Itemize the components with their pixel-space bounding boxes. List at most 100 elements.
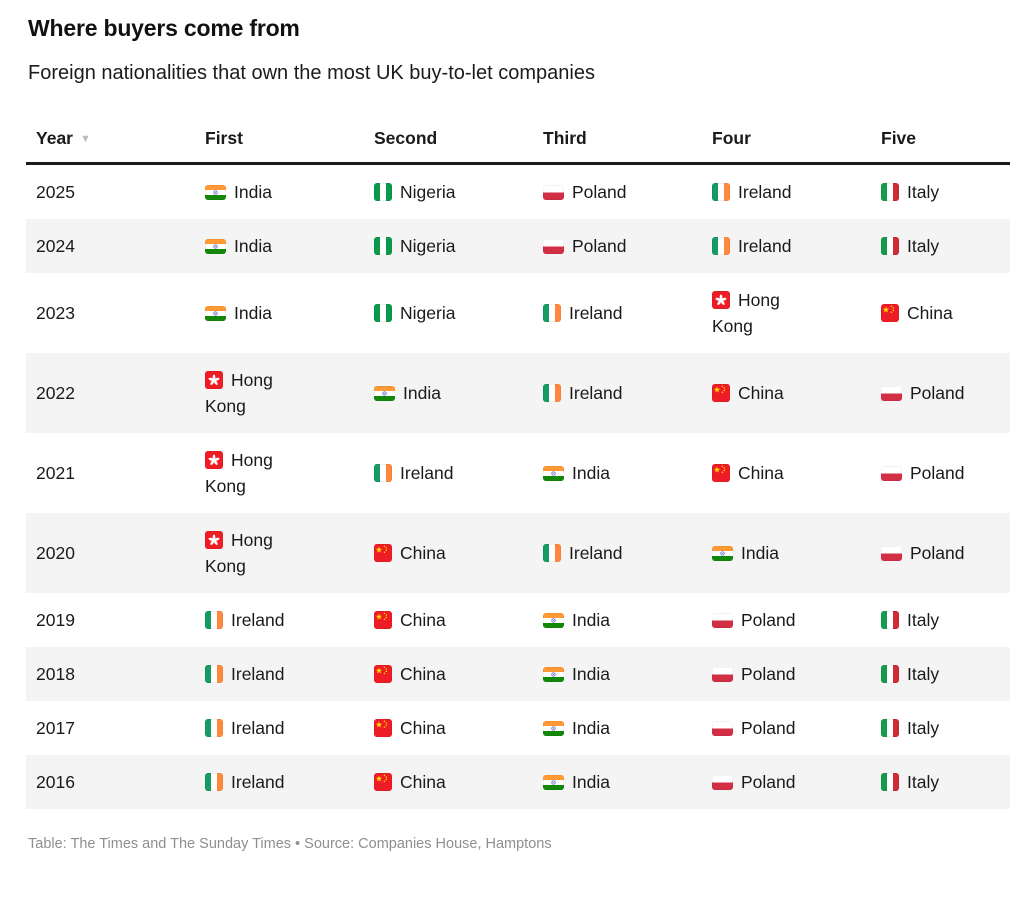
rank-cell: Ireland (702, 163, 871, 219)
rank-cell: Nigeria (364, 219, 533, 273)
ireland-flag-icon (543, 543, 561, 562)
rank-cell: Poland (702, 755, 871, 809)
rank-cell: Ireland (195, 593, 364, 647)
country-entry: Poland (712, 769, 796, 795)
year-cell: 2020 (36, 542, 75, 563)
rank-cell: Ireland (533, 513, 702, 593)
rank-cell: Poland (871, 433, 1010, 513)
column-header-label: Third (543, 127, 587, 148)
rank-cell: Italy (871, 219, 1010, 273)
table-body: 2025 India Nigeria Poland Ireland Italy 2024 In… (26, 163, 1010, 809)
india-flag-icon (205, 305, 226, 321)
chart-subtitle: Foreign nationalities that own the most … (28, 61, 595, 84)
rank-cell: Hong Kong (195, 433, 364, 513)
hong-kong-flag-icon (205, 370, 223, 389)
column-header-first[interactable]: First (195, 127, 364, 165)
rank-cell: Poland (702, 593, 871, 647)
rank-cell: Hong Kong (702, 273, 871, 353)
rank-cell: China (871, 273, 1010, 353)
rank-cell: China (364, 755, 533, 809)
rank-cell: India (195, 219, 364, 273)
ireland-flag-icon (205, 610, 223, 629)
rank-cell: Italy (871, 593, 1010, 647)
india-flag-icon (543, 612, 564, 628)
poland-flag-icon (881, 465, 902, 481)
poland-flag-icon (881, 545, 902, 561)
country-entry: India (543, 715, 610, 741)
country-entry: Hong Kong (205, 529, 273, 576)
rank-cell: China (702, 433, 871, 513)
rank-cell: Ireland (533, 273, 702, 353)
country-entry: China (374, 540, 446, 566)
rank-cell: India (533, 701, 702, 755)
india-flag-icon (543, 720, 564, 736)
country-entry: India (543, 661, 610, 687)
italy-flag-icon (881, 610, 899, 629)
rank-cell: Poland (871, 353, 1010, 433)
nigeria-flag-icon (374, 182, 392, 201)
country-entry: China (374, 715, 446, 741)
rank-cell: Italy (871, 647, 1010, 701)
ireland-flag-icon (543, 303, 561, 322)
nigeria-flag-icon (374, 303, 392, 322)
table-row-2020: 2020 Hong Kong China Ireland India Poland (26, 512, 1010, 593)
ireland-flag-icon (205, 772, 223, 791)
country-entry: Ireland (543, 540, 623, 566)
china-flag-icon (374, 543, 392, 562)
italy-flag-icon (881, 772, 899, 791)
column-header-five[interactable]: Five (871, 127, 1010, 165)
sort-descending-icon[interactable]: ▼ (79, 132, 91, 145)
rank-cell: India (364, 353, 533, 433)
poland-flag-icon (712, 612, 733, 628)
year-cell: 2018 (36, 663, 75, 684)
india-flag-icon (543, 465, 564, 481)
rank-cell: China (364, 593, 533, 647)
rank-cell: Poland (871, 513, 1010, 593)
chart-container: Where buyers come from Foreign nationali… (26, 15, 1010, 852)
table-header: Year ▼ First Second Third Four Five (26, 127, 1010, 165)
year-cell: 2017 (36, 717, 75, 738)
country-entry: India (374, 380, 441, 406)
chart-title: Where buyers come from (28, 15, 300, 41)
table-row-2019: 2019 Ireland China India Poland Italy (26, 593, 1010, 647)
column-header-label: Four (712, 127, 751, 148)
country-entry: Ireland (205, 715, 285, 741)
column-header-second[interactable]: Second (364, 127, 533, 165)
country-entry: Nigeria (374, 233, 455, 259)
poland-flag-icon (712, 720, 733, 736)
india-flag-icon (374, 385, 395, 401)
rank-cell: Nigeria (364, 273, 533, 353)
country-entry: Poland (543, 179, 627, 205)
rank-cell: India (533, 755, 702, 809)
column-header-year[interactable]: Year ▼ (26, 127, 195, 165)
column-header-four[interactable]: Four (702, 127, 871, 165)
italy-flag-icon (881, 718, 899, 737)
table-footer: Table: The Times and The Sunday Times • … (28, 835, 552, 852)
rank-cell: Poland (702, 647, 871, 701)
country-entry: Hong Kong (205, 449, 273, 496)
year-cell: 2019 (36, 609, 75, 630)
country-entry: Ireland (374, 460, 454, 486)
rank-cell: China (364, 647, 533, 701)
column-header-label: Second (374, 127, 438, 148)
country-entry: Poland (543, 233, 627, 259)
year-cell: 2021 (36, 462, 75, 483)
column-header-third[interactable]: Third (533, 127, 702, 165)
column-header-label: Five (881, 127, 917, 148)
china-flag-icon (374, 664, 392, 683)
ireland-flag-icon (712, 182, 730, 201)
rank-cell: India (702, 513, 871, 593)
table-row-2016: 2016 Ireland China India Poland Italy (26, 754, 1010, 809)
rank-cell: China (364, 701, 533, 755)
rank-cell: Italy (871, 755, 1010, 809)
poland-flag-icon (881, 385, 902, 401)
country-entry: India (543, 460, 610, 486)
italy-flag-icon (881, 664, 899, 683)
rank-cell: China (702, 353, 871, 433)
ireland-flag-icon (712, 236, 730, 255)
country-entry: China (881, 300, 953, 326)
hong-kong-flag-icon (712, 290, 730, 309)
rank-cell: India (533, 433, 702, 513)
country-entry: Poland (881, 380, 965, 406)
country-entry: Ireland (205, 769, 285, 795)
